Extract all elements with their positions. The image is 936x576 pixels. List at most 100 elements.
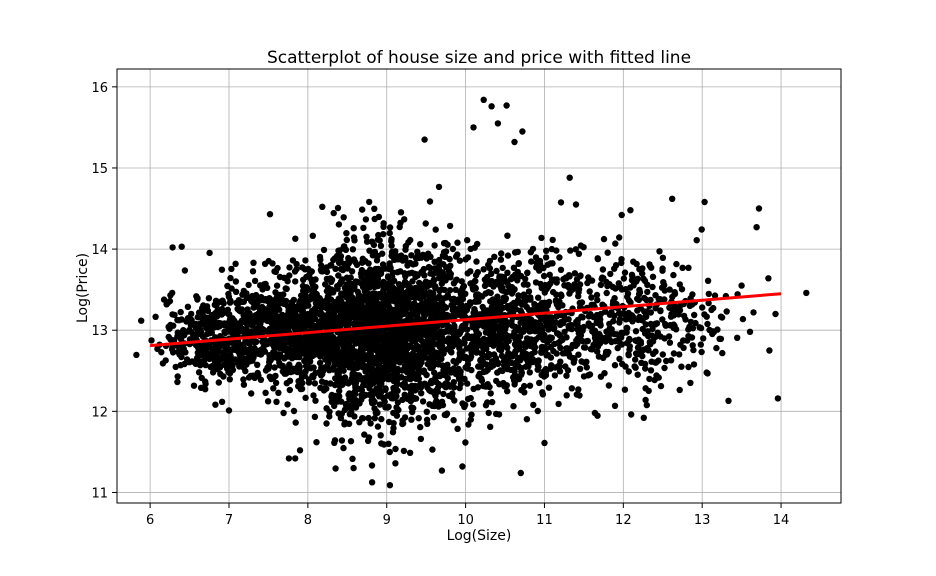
data-point [526,369,533,376]
data-point [252,312,259,319]
data-point [475,337,482,344]
data-point [378,440,385,447]
data-point [169,244,176,251]
data-point [240,364,247,371]
data-point [719,349,726,357]
data-point [491,335,498,342]
data-point [421,380,428,387]
data-point [618,329,625,336]
data-point [522,275,529,283]
data-point [557,266,565,273]
data-point [401,414,409,421]
data-point [618,341,626,348]
data-point [480,266,487,273]
data-point [204,316,211,323]
data-point [213,361,220,368]
data-point [652,320,659,327]
data-point [634,307,641,314]
data-point [325,350,332,357]
data-point [249,372,257,379]
data-point [434,350,441,357]
data-point [503,356,510,364]
data-point [329,340,337,347]
data-point [593,318,601,325]
data-point [435,380,442,388]
data-point [565,316,572,323]
data-point [679,264,686,271]
plot-area-frame [116,68,842,504]
data-point [554,340,562,347]
data-point [304,350,311,358]
data-point [319,371,326,378]
data-point [700,335,707,342]
data-point [548,334,555,341]
data-point [414,353,422,361]
data-point [627,284,634,291]
y-tick-label: 14 [91,243,108,258]
x-tick-label: 7 [225,513,233,528]
data-point [290,407,298,415]
data-point [504,269,511,276]
data-point [591,409,599,417]
data-point [368,267,375,274]
data-point [410,345,418,353]
data-point [249,268,257,275]
data-point [440,261,447,268]
data-point [386,340,393,348]
data-point [367,293,375,301]
data-point [580,244,587,251]
data-point [649,273,657,280]
data-point [340,444,347,452]
data-point [424,336,431,344]
data-point [561,328,568,336]
data-point [200,302,207,309]
data-point [514,277,521,284]
data-point [350,256,358,263]
data-point [375,293,382,300]
data-point [510,403,517,410]
data-point [195,369,203,376]
data-point [243,355,251,362]
data-point [551,372,559,379]
data-point [286,386,293,394]
data-point [433,314,440,322]
data-point [493,377,500,385]
y-tick-label: 15 [91,162,108,177]
data-point [284,278,291,285]
data-point [583,338,590,345]
data-point [417,241,424,248]
data-point [518,369,525,377]
data-point [227,358,234,365]
data-point [382,309,390,316]
data-point [615,280,622,287]
data-point [386,375,393,382]
data-point [232,260,239,267]
data-point [387,264,394,271]
data-point [318,378,326,385]
data-point [639,265,646,272]
data-point [580,373,588,380]
data-point [666,339,674,346]
data-point [226,363,233,370]
data-point [538,234,545,242]
data-point [622,363,629,370]
data-point [366,360,373,367]
data-point [659,265,666,272]
data-point [362,368,369,375]
data-point [483,361,490,368]
data-point [371,215,378,223]
data-point [641,308,648,315]
data-point [375,365,382,372]
data-point [174,333,181,340]
data-point [432,295,439,303]
data-point [205,295,213,302]
data-point [566,174,573,181]
data-point [467,245,474,253]
data-point [358,396,365,403]
data-point [352,360,360,368]
data-point [222,329,229,337]
data-point [400,291,407,298]
data-point [384,362,391,369]
